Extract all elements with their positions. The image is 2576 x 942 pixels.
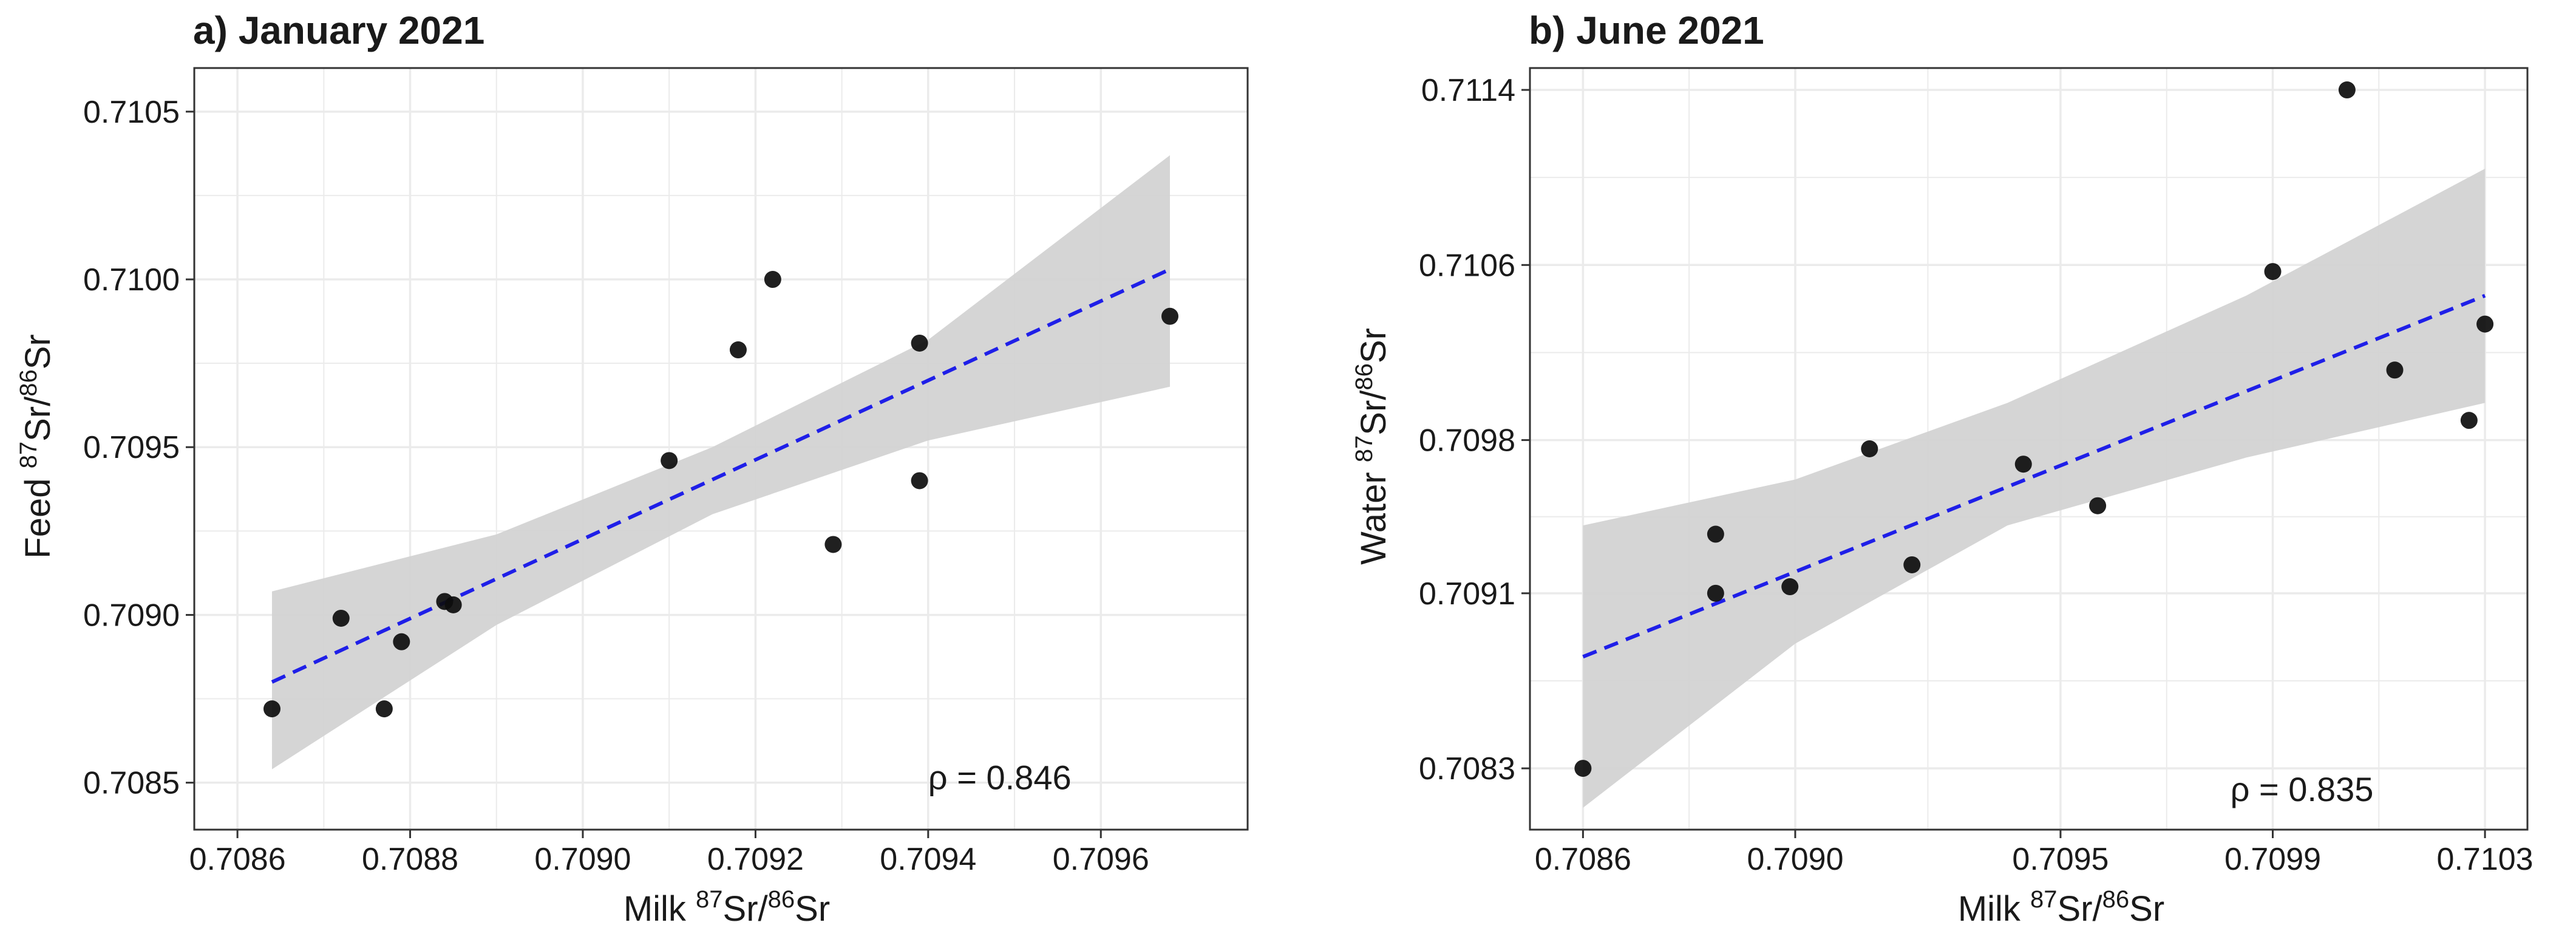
panel-a: a) January 2021 0.7086 0.7088 0.7090 0.7092… [15, 9, 1249, 929]
panel-b-x-axis-label: Milk 87Sr/86Sr [1958, 886, 2164, 929]
data-point [911, 334, 928, 352]
y-tick-label: 0.7085 [83, 766, 180, 801]
x-tick-label: 0.7095 [2012, 842, 2109, 877]
data-point [375, 700, 393, 718]
panel-a-x-axis-label: Milk 87Sr/86Sr [624, 886, 830, 929]
x-tick-label: 0.7094 [880, 842, 976, 877]
data-point [2386, 361, 2404, 379]
panel-b-frame [1529, 67, 2529, 831]
panel-b-y-axis-label: Water 87Sr/86Sr [1351, 328, 1393, 565]
data-point [1707, 584, 1724, 602]
panel-b-plot-area: 0.7086 0.7090 0.7095 0.7099 0.7103 0.7083 0.70… [1419, 67, 2534, 877]
x-tick-label: 0.7090 [534, 842, 631, 877]
panel-a-frame [193, 67, 1249, 831]
x-tick-label: 0.7086 [1535, 842, 1631, 877]
y-tick-label: 0.7106 [1419, 248, 1515, 283]
panel-b: b) June 2021 0.7086 0.7090 0.7095 0.7099 0.7… [1351, 9, 2534, 929]
y-tick-label: 0.7098 [1419, 423, 1515, 459]
data-point [2460, 412, 2478, 429]
data-point [661, 452, 678, 469]
data-point [2264, 263, 2282, 281]
y-tick-label: 0.7095 [83, 430, 180, 465]
x-tick-label: 0.7088 [362, 842, 458, 877]
data-point [764, 271, 781, 288]
data-point [263, 700, 280, 718]
correlation-annotation: ρ = 0.835 [2231, 770, 2374, 808]
confidence-band [271, 155, 1171, 770]
correlation-annotation: ρ = 0.846 [928, 759, 1072, 797]
y-tick-label: 0.7105 [83, 95, 180, 130]
data-point [2089, 497, 2107, 514]
x-tick-label: 0.7099 [2224, 842, 2321, 877]
panel-a-y-axis-label: Feed 87Sr/86Sr [15, 334, 58, 558]
data-point [1707, 525, 1724, 543]
data-point [1861, 440, 1878, 457]
panel-b-title: b) June 2021 [1529, 9, 1764, 52]
data-point [393, 633, 410, 650]
data-point [2476, 315, 2494, 333]
regression-line [271, 267, 1171, 684]
x-tick-label: 0.7092 [707, 842, 804, 877]
x-tick-label: 0.7086 [189, 842, 286, 877]
data-point [1574, 760, 1592, 777]
data-point [1903, 556, 1921, 573]
data-point [2014, 456, 2032, 473]
data-point [444, 596, 462, 613]
y-tick-label: 0.7090 [83, 598, 180, 633]
y-tick-label: 0.7100 [83, 262, 180, 298]
data-point [1161, 307, 1179, 325]
confidence-band [1583, 168, 2486, 808]
y-tick-label: 0.7114 [1421, 73, 1515, 108]
x-tick-label: 0.7103 [2437, 842, 2534, 877]
data-point [824, 536, 842, 553]
data-point [2338, 81, 2356, 99]
panel-a-title: a) January 2021 [193, 9, 484, 52]
data-point [729, 341, 747, 359]
y-tick-label: 0.7091 [1419, 576, 1515, 612]
x-tick-label: 0.7096 [1053, 842, 1149, 877]
regression-line [1582, 293, 2486, 659]
data-point [332, 609, 350, 627]
y-tick-label: 0.7083 [1419, 751, 1515, 787]
data-point [911, 472, 928, 490]
panel-a-plot-area: 0.7086 0.7088 0.7090 0.7092 0.7094 0.7096 0.70… [83, 67, 1249, 877]
data-point [1781, 578, 1799, 596]
x-tick-label: 0.7090 [1747, 842, 1843, 877]
